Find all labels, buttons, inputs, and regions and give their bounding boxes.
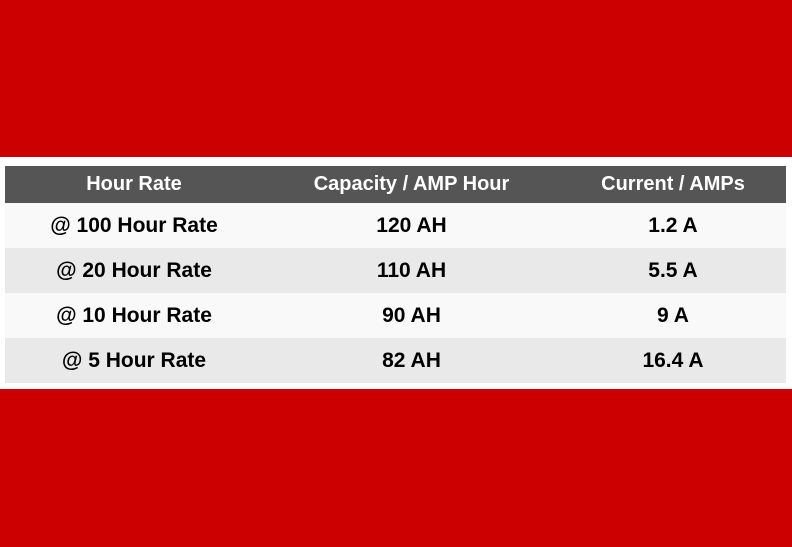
- capacity-cell: 110 AH: [263, 248, 560, 293]
- table-row: @ 100 Hour Rate 120 AH 1.2 A: [5, 203, 786, 248]
- column-header-hour-rate: Hour Rate: [5, 166, 263, 203]
- red-banner-top: [0, 0, 792, 157]
- hour-rate-cell: @ 100 Hour Rate: [5, 203, 263, 248]
- table-row: @ 20 Hour Rate 110 AH 5.5 A: [5, 248, 786, 293]
- hour-rate-cell: @ 20 Hour Rate: [5, 248, 263, 293]
- table-body: @ 100 Hour Rate 120 AH 1.2 A @ 20 Hour R…: [5, 203, 786, 383]
- column-header-capacity: Capacity / AMP Hour: [263, 166, 560, 203]
- table-row: @ 10 Hour Rate 90 AH 9 A: [5, 293, 786, 338]
- capacity-cell: 120 AH: [263, 203, 560, 248]
- current-cell: 5.5 A: [560, 248, 786, 293]
- capacity-cell: 90 AH: [263, 293, 560, 338]
- hour-rate-cell: @ 10 Hour Rate: [5, 293, 263, 338]
- current-cell: 9 A: [560, 293, 786, 338]
- current-cell: 1.2 A: [560, 203, 786, 248]
- table-panel: Hour Rate Capacity / AMP Hour Current / …: [0, 157, 792, 389]
- column-header-current: Current / AMPs: [560, 166, 786, 203]
- table-header: Hour Rate Capacity / AMP Hour Current / …: [5, 166, 786, 203]
- battery-rate-table: Hour Rate Capacity / AMP Hour Current / …: [5, 166, 786, 383]
- hour-rate-cell: @ 5 Hour Rate: [5, 338, 263, 383]
- capacity-cell: 82 AH: [263, 338, 560, 383]
- table-row: @ 5 Hour Rate 82 AH 16.4 A: [5, 338, 786, 383]
- header-row: Hour Rate Capacity / AMP Hour Current / …: [5, 166, 786, 203]
- red-banner-bottom: [0, 389, 792, 547]
- current-cell: 16.4 A: [560, 338, 786, 383]
